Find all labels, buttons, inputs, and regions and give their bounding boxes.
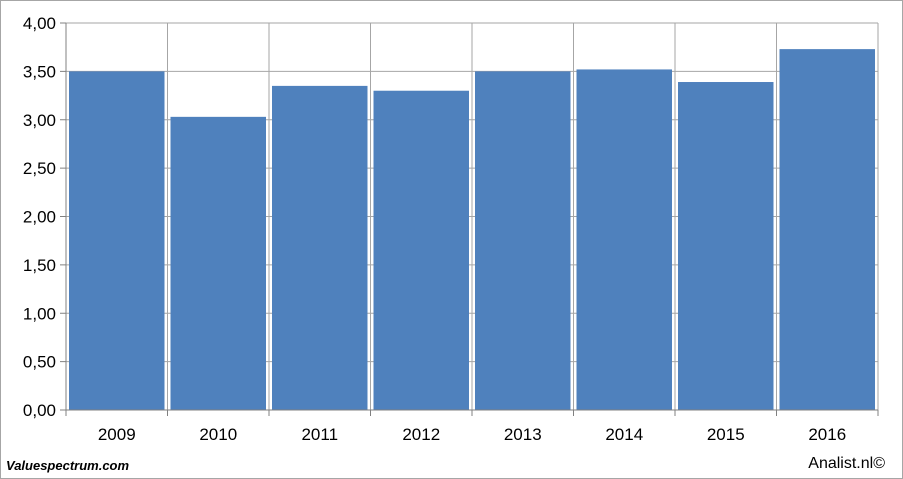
y-tick-label: 1,00: [23, 304, 56, 323]
y-tick-label: 0,50: [23, 353, 56, 372]
bar-2013: [475, 71, 571, 410]
axes: [60, 22, 879, 416]
x-axis-tick-labels: 2009 2010 2011 2012 2013 2014 2015 2016: [98, 425, 846, 444]
y-tick-label: 3,00: [23, 111, 56, 130]
x-tick-label: 2009: [98, 425, 136, 444]
y-tick-label: 3,50: [23, 62, 56, 81]
bar-2010: [170, 116, 266, 410]
y-tick-label: 2,50: [23, 159, 56, 178]
x-tick-label: 2012: [402, 425, 440, 444]
source-label: Valuespectrum.com: [6, 458, 130, 473]
bar-2011: [272, 85, 368, 410]
x-tick-label: 2013: [504, 425, 542, 444]
x-tick-label: 2010: [199, 425, 237, 444]
bar-2012: [373, 90, 469, 410]
y-tick-label: 0,00: [23, 401, 56, 420]
y-tick-label: 1,50: [23, 256, 56, 275]
x-tick-label: 2016: [808, 425, 846, 444]
bar-2015: [678, 82, 774, 410]
y-tick-label: 4,00: [23, 14, 56, 33]
bar-2014: [576, 69, 672, 410]
y-tick-label: 2,00: [23, 208, 56, 227]
bar-2009: [69, 71, 165, 410]
x-tick-label: 2014: [605, 425, 643, 444]
bar-2016: [779, 49, 875, 411]
x-tick-label: 2015: [707, 425, 745, 444]
bars: [69, 49, 875, 411]
x-tick-label: 2011: [301, 425, 338, 444]
credit-label: Analist.nl©: [808, 455, 885, 472]
y-axis-tick-labels: 0,00 0,50 1,00 1,50 2,00 2,50 3,00 3,50 4,00: [23, 14, 56, 420]
